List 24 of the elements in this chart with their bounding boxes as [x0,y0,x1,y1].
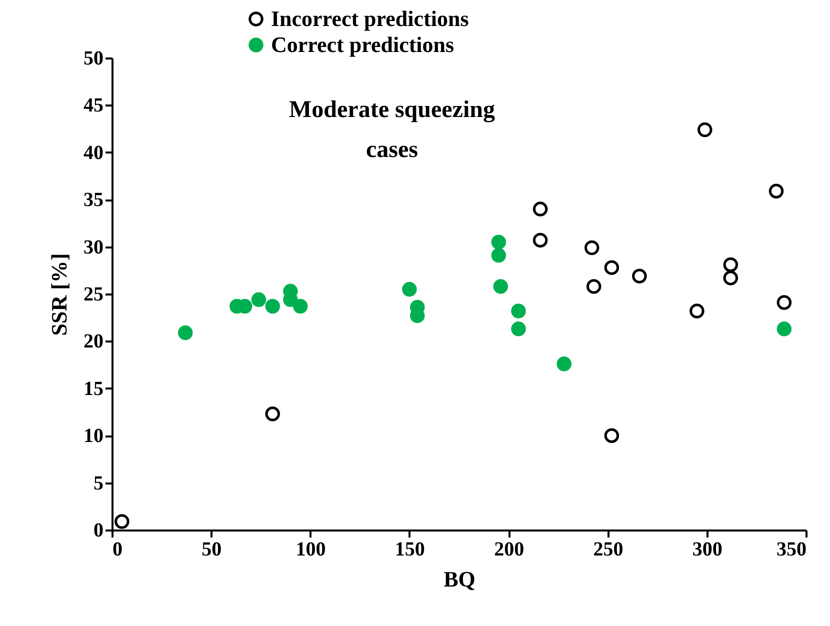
x-tick-label: 150 [394,538,425,560]
y-tick-label: 5 [94,472,104,494]
y-tick-label: 25 [84,284,104,306]
x-tick-label: 350 [776,538,806,560]
x-tick-label: 50 [202,538,222,560]
y-tick-label: 10 [84,425,104,448]
y-tick-label: 35 [84,189,104,212]
annotation: Moderate squeezing cases [289,97,495,163]
y-tick-label: 20 [84,330,104,353]
y-tick-label: 40 [84,142,104,164]
y-tick-label: 50 [84,48,104,70]
y-tick-label: 30 [84,236,104,258]
x-tick-label: 0 [112,538,122,560]
x-tick-label: 250 [593,538,624,560]
x-tick-label: 300 [692,538,722,560]
y-tick-label: 0 [94,520,104,542]
y-axis-title: SSR [%] [46,253,72,336]
legend-label: Correct predictions [271,32,455,57]
legend-label: Incorrect predictions [271,6,470,31]
x-tick-label: 100 [296,538,326,560]
x-tick-label: 200 [494,538,524,560]
y-tick-label: 15 [84,378,104,400]
y-tick-label: 45 [84,94,104,117]
x-axis-title: BQ [444,566,476,592]
